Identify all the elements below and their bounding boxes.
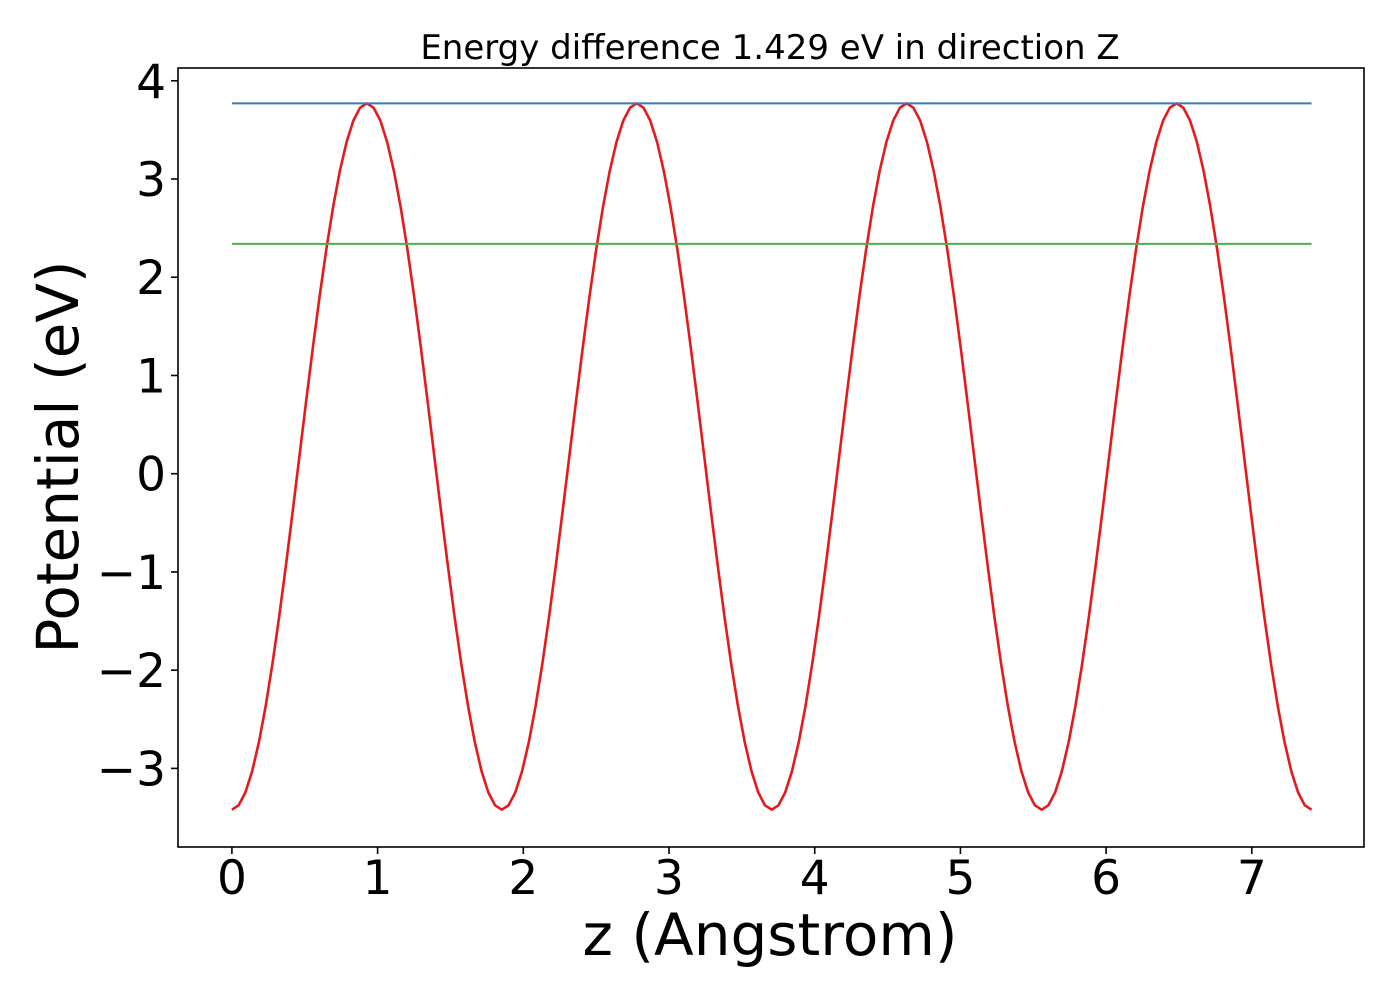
y-tick-label: 3 [136, 153, 166, 208]
y-tick-label: −2 [97, 644, 166, 699]
x-tick-label: 4 [800, 851, 830, 906]
y-tick-label: −3 [97, 742, 166, 797]
y-axis-label: Potential (eV) [24, 260, 92, 653]
chart-title: Energy difference 1.429 eV in direction … [420, 28, 1119, 68]
potential-curve [231, 102, 1313, 811]
x-tick-label: 6 [1091, 851, 1121, 906]
x-tick-label: 3 [654, 851, 684, 906]
x-tick-label: 2 [508, 851, 538, 906]
x-tick-label: 5 [945, 851, 975, 906]
y-tick-label: 4 [136, 55, 166, 110]
plot-area [177, 67, 1365, 848]
y-tick-label: −1 [97, 546, 166, 601]
y-tick-label: 1 [136, 349, 166, 404]
x-axis-label: z (Angstrom) [583, 901, 958, 969]
x-tick-label: 0 [217, 851, 247, 906]
y-tick-label: 0 [136, 448, 166, 503]
x-tick-label: 1 [363, 851, 393, 906]
y-tick-label: 2 [136, 251, 166, 306]
x-axis-ticks: 0 1 2 3 4 5 6 7 [217, 847, 1267, 906]
plot-frame [177, 67, 1365, 848]
series-layer [231, 102, 1313, 811]
y-axis-ticks: −3 −2 −1 0 1 2 3 4 [97, 55, 178, 797]
x-tick-label: 7 [1237, 851, 1267, 906]
